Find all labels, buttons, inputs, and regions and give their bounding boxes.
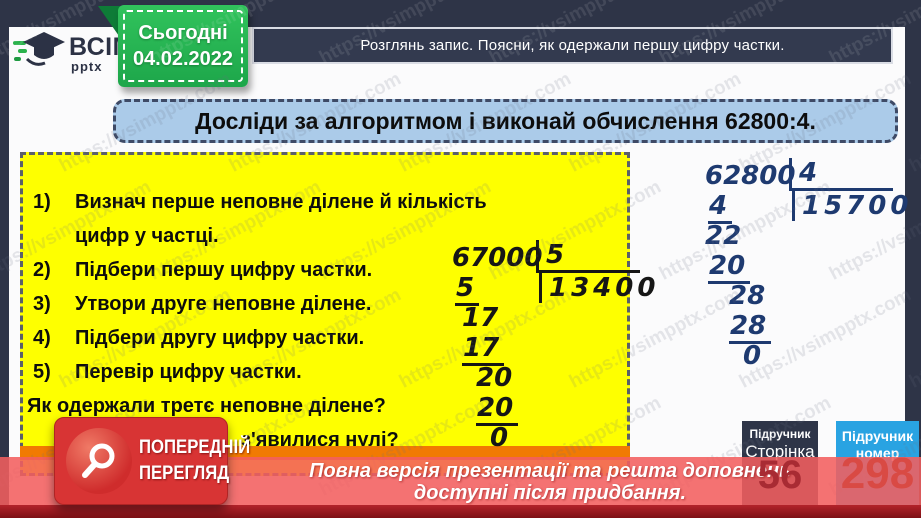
bottom-strip bbox=[0, 505, 921, 518]
textbook-page-label: Підручник bbox=[749, 427, 811, 441]
quotient: 13400 bbox=[539, 273, 655, 303]
list-item: 1) Визнач перше неповне ділене й кількіс… bbox=[33, 191, 487, 247]
preview-badge-label: ПОПЕРЕДНІЙ ПЕРЕГЛЯД bbox=[139, 437, 251, 484]
division-work-row: 0 bbox=[743, 341, 762, 371]
quotient: 15700 bbox=[792, 191, 908, 221]
watermark-text: https://vsimpptx.com bbox=[906, 68, 921, 177]
division-work-row: 20 bbox=[476, 393, 519, 426]
algorithm-steps: 1) Визнач перше неповне ділене й кількіс… bbox=[23, 155, 513, 389]
watermark-text: https://vsimpptx.com bbox=[906, 284, 921, 393]
logo-sub-text: pptx bbox=[71, 58, 103, 74]
magnifier-icon bbox=[66, 428, 132, 494]
algorithm-box: 1) Визнач перше неповне ділене й кількіс… bbox=[20, 152, 630, 476]
dividend: 67000 bbox=[452, 243, 543, 273]
date-badge: Сьогодні 04.02.2022 bbox=[118, 5, 248, 87]
question-line-1: Як одержали третє неповне ділене? bbox=[27, 395, 386, 417]
division-example-62800-4: 62800 4 4 15700 22 20 28 28 0 bbox=[705, 158, 908, 371]
list-item: 4) Підбери другу цифру частки. bbox=[33, 327, 365, 349]
purchase-banner-text: Повна версія презентації та решта доповн… bbox=[309, 460, 791, 504]
date-badge-date: 04.02.2022 bbox=[132, 48, 234, 70]
division-work-row: 17 bbox=[462, 333, 505, 366]
question-line-2: з'явилися нулі? bbox=[241, 429, 399, 451]
textbook-page-sublabel: Сторінка bbox=[745, 442, 815, 461]
division-work-row: 20 bbox=[476, 363, 513, 393]
division-work-row: 20 bbox=[708, 251, 751, 284]
dividend: 62800 bbox=[705, 161, 796, 191]
instruction-text: Розглянь запис. Поясни, як одержали перш… bbox=[360, 37, 785, 54]
division-work-row: 17 bbox=[462, 303, 499, 333]
divisor: 4 bbox=[789, 158, 893, 191]
date-badge-label: Сьогодні bbox=[138, 22, 228, 44]
preview-badge[interactable]: ПОПЕРЕДНІЙ ПЕРЕГЛЯД bbox=[54, 417, 250, 505]
textbook-exercise-number: 298 bbox=[840, 449, 915, 498]
division-work-row: 28 bbox=[729, 281, 766, 311]
list-item: 5) Перевір цифру частки. bbox=[33, 361, 302, 383]
list-item: 3) Утвори друге неповне ділене. bbox=[33, 293, 372, 315]
division-work-row: 28 bbox=[729, 311, 772, 344]
division-example-67000-5: 67000 5 5 13400 17 17 20 20 0 bbox=[452, 240, 655, 453]
division-work-row: 0 bbox=[490, 423, 509, 453]
division-work-row: 4 bbox=[708, 191, 733, 224]
list-item: 2) Підбери першу цифру частки. bbox=[33, 259, 373, 281]
graduation-cap-icon bbox=[13, 29, 65, 78]
title-box: Досліди за алгоритмом і виконай обчислен… bbox=[113, 99, 898, 143]
division-work-row: 22 bbox=[705, 221, 742, 251]
page-title: Досліди за алгоритмом і виконай обчислен… bbox=[195, 107, 816, 134]
textbook-number-label: Підручник bbox=[841, 428, 914, 444]
textbook-page-number: 56 bbox=[757, 453, 803, 497]
instruction-bar: Розглянь запис. Поясни, як одержали перш… bbox=[252, 27, 893, 64]
division-work-row: 5 bbox=[455, 273, 480, 306]
divisor: 5 bbox=[536, 240, 640, 273]
